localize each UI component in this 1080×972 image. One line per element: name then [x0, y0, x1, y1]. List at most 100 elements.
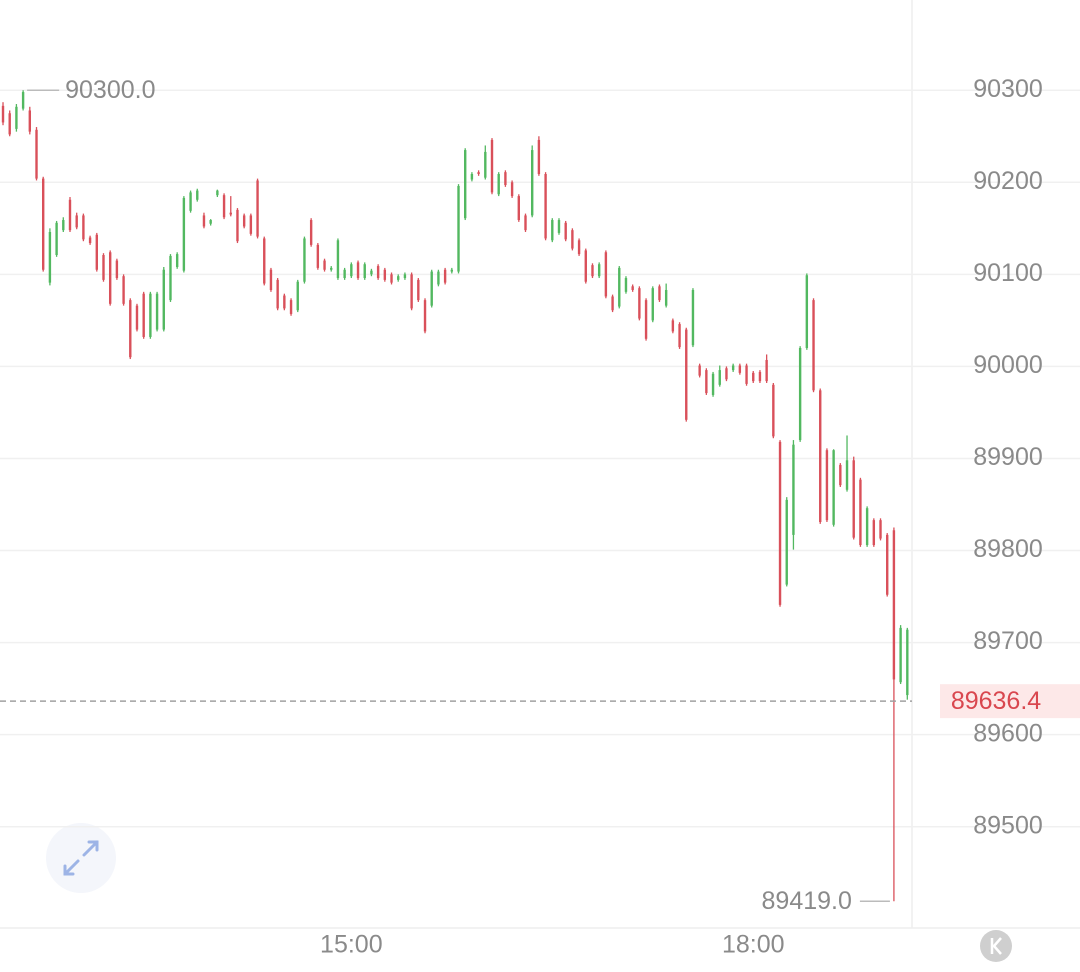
expand-icon: [63, 840, 99, 876]
candle-body: [859, 479, 862, 546]
x-tick-label: 18:00: [722, 931, 785, 959]
expand-button[interactable]: [46, 823, 116, 893]
candle-body: [457, 185, 460, 272]
candle-body: [229, 212, 232, 215]
candle-body: [276, 279, 279, 309]
candle-body: [410, 274, 413, 309]
candle-body: [316, 244, 320, 268]
candle-body: [135, 305, 139, 330]
candle-body: [236, 209, 239, 242]
candle-body: [464, 150, 467, 219]
candle-body: [798, 348, 802, 441]
candle-body: [129, 300, 132, 358]
candle-body: [792, 444, 795, 535]
candle-body: [745, 365, 748, 384]
candle-body: [557, 220, 561, 233]
candle-body: [175, 254, 179, 267]
last-price-tag: [940, 684, 1080, 719]
candle-body: [155, 293, 159, 330]
candle-body: [564, 222, 567, 240]
candle-body: [718, 370, 721, 385]
candle-body: [336, 240, 340, 279]
candle-body: [68, 199, 72, 231]
candle-body: [256, 180, 259, 237]
candle-body: [189, 192, 192, 211]
last-price-label: 89636.4: [951, 687, 1041, 715]
candle-body: [765, 359, 768, 382]
candle-body: [222, 195, 226, 218]
candle-body: [417, 279, 420, 301]
candle-body: [839, 464, 842, 486]
candle-body: [852, 460, 855, 538]
candle-body: [530, 150, 534, 216]
candle-body: [484, 151, 487, 178]
candle-body: [115, 260, 119, 279]
candle-body: [597, 264, 601, 277]
candle-body: [524, 215, 527, 231]
candle-body: [758, 371, 762, 382]
candle-body: [886, 534, 889, 595]
expand-bg[interactable]: [46, 823, 116, 893]
y-tick-label: 89600: [973, 719, 1043, 747]
candle-body: [162, 269, 165, 330]
candle-body: [283, 295, 286, 309]
candle-body: [899, 627, 902, 683]
candle-body: [577, 240, 581, 255]
y-tick-label: 89500: [973, 811, 1043, 839]
candle-body: [664, 290, 668, 306]
max-label: 90300.0: [65, 76, 155, 104]
candle-body: [249, 215, 253, 234]
candle-body: [182, 197, 186, 271]
candle-body: [906, 629, 909, 696]
y-tick-label: 90000: [973, 351, 1043, 379]
candle-body: [691, 290, 695, 346]
candle-body: [323, 260, 326, 270]
candle-body: [343, 269, 346, 279]
candle-body: [376, 266, 380, 279]
candle-body: [517, 196, 520, 221]
candle-body: [309, 220, 313, 245]
candle-body: [872, 520, 876, 546]
candle-body: [611, 296, 614, 311]
candle-body: [423, 300, 427, 332]
candle-body: [738, 365, 742, 373]
candle-body: [845, 460, 849, 490]
candle-body: [122, 276, 125, 304]
candle-body: [705, 370, 708, 394]
x-tick-label: 15:00: [320, 931, 383, 959]
candle-body: [430, 271, 433, 306]
candle-body: [196, 190, 199, 200]
collapse-bg[interactable]: [980, 930, 1012, 962]
candle-body: [437, 271, 440, 285]
candle-body: [209, 220, 212, 224]
candle-body: [330, 267, 333, 270]
candle-body: [450, 269, 454, 272]
candle-body: [477, 172, 480, 174]
candle-body: [812, 300, 815, 391]
candle-body: [149, 293, 152, 337]
candle-body: [785, 499, 788, 585]
collapse-icon: [990, 937, 1002, 955]
candle-body: [370, 270, 373, 275]
candle-body: [242, 215, 246, 227]
candle-body: [202, 215, 206, 227]
candle-body: [510, 182, 514, 197]
candle-body: [269, 269, 273, 290]
candle-body: [551, 220, 554, 241]
candle-body: [289, 300, 293, 314]
candle-body: [443, 269, 447, 283]
y-tick-label: 89700: [973, 627, 1043, 655]
candle-body: [805, 275, 809, 348]
candle-body: [879, 520, 882, 539]
candle-body: [82, 215, 85, 240]
candle-body: [42, 178, 45, 270]
candle-body: [584, 250, 587, 282]
collapse-button[interactable]: [980, 930, 1012, 962]
candle-body: [490, 139, 494, 193]
candle-body: [95, 234, 98, 270]
candle-body: [651, 288, 654, 321]
candle-body: [470, 174, 474, 180]
candle-body: [363, 264, 366, 279]
candle-body: [169, 255, 172, 301]
candle-body: [62, 220, 65, 231]
